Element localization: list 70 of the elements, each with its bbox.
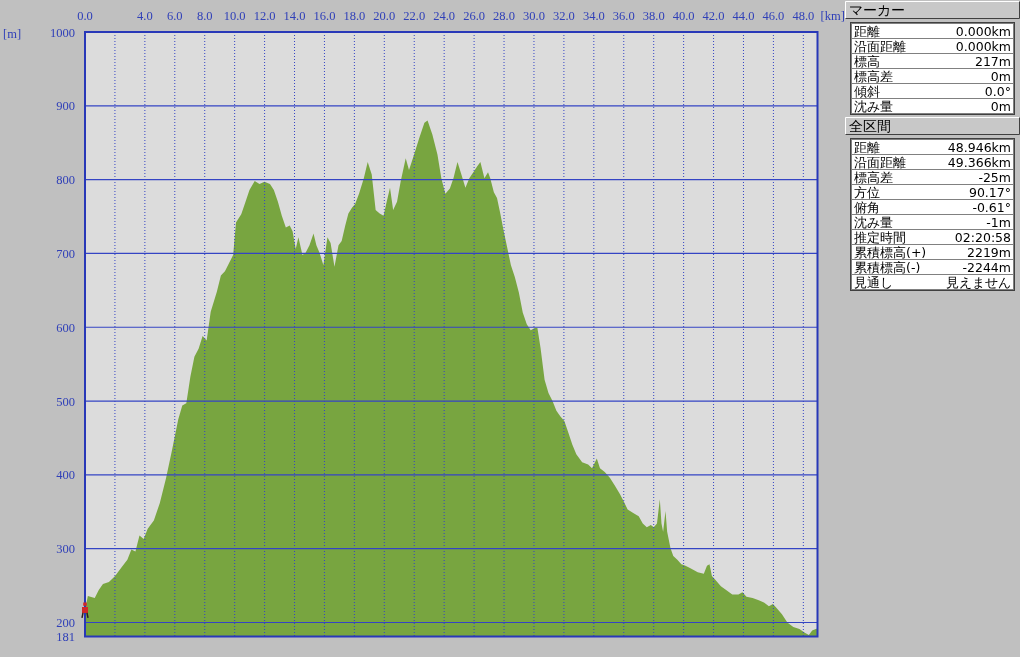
- text: 49.366km: [947, 154, 1011, 170]
- y-tick-label: 600: [56, 320, 75, 335]
- text: -1m: [986, 214, 1011, 230]
- text: 2219m: [967, 244, 1011, 260]
- text: 累積標高(-): [854, 259, 921, 275]
- x-tick-label: 20.0: [373, 9, 396, 23]
- x-tick-label: 12.0: [253, 9, 276, 23]
- x-tick-label: 14.0: [283, 9, 306, 23]
- x-tick-label: 10.0: [223, 9, 246, 23]
- y-tick-label: 700: [56, 246, 75, 261]
- x-tick-label: 22.0: [403, 9, 426, 23]
- text: 見えません: [946, 274, 1011, 290]
- x-tick-label: 0.0: [77, 9, 93, 23]
- text: 02:20:58: [954, 229, 1012, 245]
- y-tick-label: 800: [56, 173, 75, 188]
- x-tick-label: 32.0: [552, 9, 575, 23]
- text: 0.000km: [955, 23, 1011, 39]
- text: -25m: [978, 169, 1011, 185]
- x-tick-label: 24.0: [433, 9, 456, 23]
- y-tick-label: 1000: [50, 25, 75, 40]
- x-tick-label: 8.0: [196, 9, 213, 23]
- x-axis-title: [km]: [820, 9, 845, 23]
- text: 標高: [854, 53, 880, 69]
- x-tick-label: 44.0: [732, 9, 755, 23]
- text: 累積標高(+): [854, 244, 927, 260]
- x-tick-label: 46.0: [762, 9, 785, 23]
- text: マーカー: [849, 2, 905, 18]
- text: 方位: [854, 184, 880, 200]
- x-tick-label: 38.0: [642, 9, 665, 23]
- text: 沈み量: [854, 214, 893, 230]
- y-tick-label: 300: [56, 542, 75, 557]
- text: 標高差: [854, 68, 893, 84]
- text: 0m: [990, 68, 1011, 84]
- text: 沿面距離: [854, 154, 906, 170]
- text: 0.000km: [955, 38, 1011, 54]
- text: -2244m: [962, 259, 1011, 275]
- text: 217m: [974, 53, 1011, 69]
- y-tick-label: 181: [56, 630, 75, 644]
- y-tick-label: 400: [56, 468, 75, 483]
- y-axis-title: [m]: [3, 27, 22, 41]
- x-tick-label: 18.0: [343, 9, 366, 23]
- text: 沈み量: [854, 98, 893, 114]
- y-tick-label: 900: [56, 99, 75, 114]
- x-tick-label: 36.0: [612, 9, 635, 23]
- text: 推定時間: [854, 229, 906, 245]
- text: 全区間: [849, 118, 891, 134]
- x-tick-label: 28.0: [493, 9, 515, 23]
- x-tick-label: 6.0: [166, 9, 183, 23]
- text: -0.61°: [972, 199, 1011, 215]
- y-tick-label: 200: [56, 615, 75, 630]
- text: 見通し: [854, 274, 893, 290]
- x-tick-label: 48.0: [792, 9, 815, 23]
- text: 距離: [854, 139, 880, 155]
- y-tick-label: 500: [56, 394, 75, 409]
- x-tick-label: 30.0: [523, 9, 545, 23]
- text: 距離: [854, 23, 880, 39]
- text: 俯角: [854, 199, 880, 215]
- x-tick-label: 40.0: [672, 9, 695, 23]
- text: 48.946km: [947, 139, 1011, 155]
- x-tick-label: 26.0: [463, 9, 486, 23]
- x-tick-label: 34.0: [582, 9, 605, 23]
- text: 沿面距離: [854, 38, 906, 54]
- x-tick-label: 42.0: [702, 9, 725, 23]
- text: 90.17°: [968, 184, 1011, 200]
- text: 標高差: [854, 169, 893, 185]
- text: 0.0°: [984, 83, 1011, 99]
- x-tick-label: 16.0: [313, 9, 336, 23]
- x-tick-label: 4.0: [137, 9, 153, 23]
- text: 傾斜: [854, 83, 880, 99]
- text: 0m: [990, 98, 1011, 114]
